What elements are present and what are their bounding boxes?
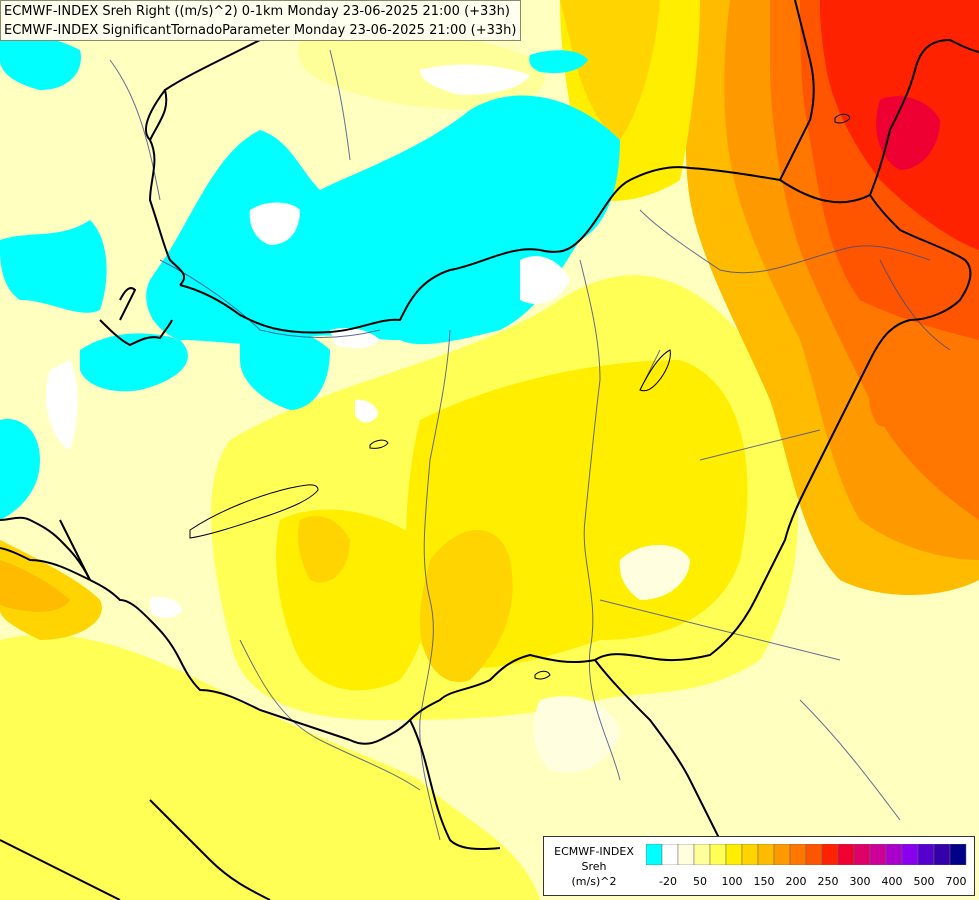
legend-tick-label: 50 [693, 875, 707, 888]
legend-swatch [789, 844, 807, 865]
legend-swatch [837, 844, 855, 865]
legend-swatch [885, 844, 903, 865]
legend-tick-label: 100 [721, 875, 743, 888]
legend-tick-label: 250 [817, 875, 839, 888]
legend-swatch [677, 844, 695, 865]
legend-tick-label: 150 [753, 875, 775, 888]
rivers [109, 49, 951, 841]
legend-swatch [693, 844, 711, 865]
legend-swatch [709, 844, 727, 865]
map-header: ECMWF-INDEX Sreh Right ((m/s)^2) 0-1km M… [0, 0, 521, 41]
legend-title: ECMWF-INDEX Sreh (m/s)^2 [544, 844, 644, 889]
legend-swatch [661, 844, 679, 865]
small-outlines [189, 113, 851, 680]
legend-swatch [869, 844, 887, 865]
legend-tick-label: 300 [849, 875, 871, 888]
legend-tick-label: -20 [659, 875, 677, 888]
legend-color-bar [646, 844, 967, 865]
legend-swatch [741, 844, 759, 865]
legend-swatch [646, 844, 663, 865]
legend-swatch [757, 844, 775, 865]
legend-tick-label: 400 [881, 875, 903, 888]
legend-title-source: ECMWF-INDEX [554, 845, 634, 858]
legend-swatch [773, 844, 791, 865]
legend-swatch [821, 844, 839, 865]
legend-swatch [901, 844, 919, 865]
legend-tick-label: 200 [785, 875, 807, 888]
legend-swatch [725, 844, 743, 865]
legend-swatch [933, 844, 951, 865]
header-title-sreh: ECMWF-INDEX Sreh Right ((m/s)^2) 0-1km M… [4, 4, 510, 19]
legend-title-variable: Sreh [581, 860, 607, 873]
legend-tick-label: 700 [945, 875, 967, 888]
legend-tick-label: 500 [913, 875, 935, 888]
legend-swatch [805, 844, 823, 865]
color-legend: ECMWF-INDEX Sreh (m/s)^2 -20 50 100 150 200 2… [543, 836, 975, 896]
legend-title-unit: (m/s)^2 [571, 875, 617, 888]
legend-swatch [917, 844, 935, 865]
legend-tick-labels: -20 50 100 150 200 250 300 400 500 700 [646, 875, 976, 889]
header-title-stp: ECMWF-INDEX SignificantTornadoParameter … [4, 23, 517, 38]
legend-swatch [949, 844, 967, 865]
legend-swatch [853, 844, 871, 865]
stp-cyan-areas [0, 35, 620, 520]
